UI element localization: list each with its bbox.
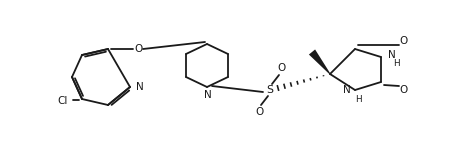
Text: N: N [204,90,212,100]
Text: O: O [134,44,142,54]
Text: S: S [267,85,274,95]
Text: N: N [343,85,351,95]
Text: O: O [400,85,408,95]
Text: O: O [255,107,263,117]
Polygon shape [309,49,330,74]
Text: H: H [393,59,399,67]
Text: O: O [277,63,285,73]
Text: H: H [355,94,361,104]
Text: Cl: Cl [58,96,68,106]
Text: O: O [400,36,408,46]
Text: N: N [136,82,144,92]
Text: N: N [388,50,396,60]
